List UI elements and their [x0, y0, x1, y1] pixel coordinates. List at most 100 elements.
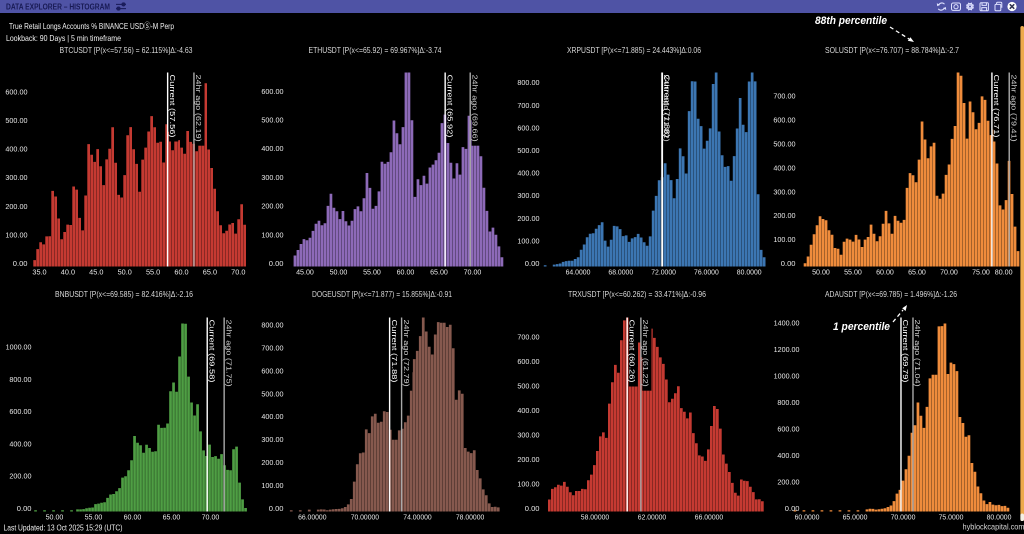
svg-text:SOLUSDT [P(x<=76.707) = 88.784: SOLUSDT [P(x<=76.707) = 88.784%]Δ:-2.7	[825, 46, 959, 55]
svg-text:0.00: 0.00	[13, 261, 28, 268]
svg-text:24hr ago (62.19): 24hr ago (62.19)	[194, 75, 203, 143]
svg-text:200.00: 200.00	[9, 474, 31, 481]
svg-text:Current (71.88): Current (71.88)	[390, 320, 399, 384]
svg-text:72.0000: 72.0000	[651, 270, 676, 277]
svg-text:55.00: 55.00	[844, 270, 862, 277]
svg-text:65.00: 65.00	[163, 515, 181, 522]
svg-text:500.00: 500.00	[5, 118, 27, 125]
svg-text:800.00: 800.00	[777, 400, 799, 407]
svg-text:0.00: 0.00	[269, 506, 284, 513]
svg-text:65.0: 65.0	[203, 270, 217, 277]
svg-text:300.00: 300.00	[517, 193, 539, 200]
svg-text:200.00: 200.00	[777, 480, 799, 487]
svg-text:75.0000: 75.0000	[939, 515, 964, 522]
svg-text:24hr ago (79.41): 24hr ago (79.41)	[1009, 75, 1018, 143]
svg-text:600.00: 600.00	[261, 368, 283, 375]
svg-text:200.00: 200.00	[773, 213, 795, 220]
svg-text:70.0: 70.0	[231, 270, 245, 277]
svg-text:700.00: 700.00	[517, 335, 539, 342]
svg-text:35.0: 35.0	[32, 270, 46, 277]
svg-text:500.00: 500.00	[261, 391, 283, 398]
svg-text:Current (69.58): Current (69.58)	[207, 320, 216, 384]
svg-text:800.00: 800.00	[517, 80, 539, 87]
svg-text:60.0000: 60.0000	[795, 515, 820, 522]
svg-text:800.00: 800.00	[261, 323, 283, 330]
svg-text:300.00: 300.00	[261, 175, 283, 182]
svg-text:700.00: 700.00	[773, 94, 795, 101]
svg-text:400.00: 400.00	[517, 408, 539, 415]
svg-text:24hr ago (61.22): 24hr ago (61.22)	[641, 320, 650, 388]
svg-text:400.00: 400.00	[5, 147, 27, 154]
svg-text:60.00: 60.00	[876, 270, 894, 277]
svg-text:100.00: 100.00	[5, 232, 27, 239]
svg-text:500.00: 500.00	[517, 384, 539, 391]
svg-text:400.00: 400.00	[261, 414, 283, 421]
svg-text:80.00: 80.00	[995, 270, 1013, 277]
svg-text:1000.00: 1000.00	[774, 374, 800, 381]
svg-text:ADAUSDT [P(x<=69.785) = 1.496%: ADAUSDT [P(x<=69.785) = 1.496%]Δ:-1.26	[825, 290, 957, 299]
svg-text:60.00: 60.00	[124, 515, 142, 522]
svg-text:300.00: 300.00	[773, 189, 795, 196]
svg-text:58.00000: 58.00000	[581, 515, 609, 522]
svg-text:Lookback: 90 Days | 5 min time: Lookback: 90 Days | 5 min timeframe	[6, 33, 121, 43]
svg-text:60.00: 60.00	[397, 270, 415, 277]
svg-text:55.0: 55.0	[146, 270, 160, 277]
svg-text:65.0000: 65.0000	[843, 515, 868, 522]
svg-text:400.00: 400.00	[777, 453, 799, 460]
svg-text:62.00000: 62.00000	[638, 515, 666, 522]
svg-text:700.00: 700.00	[517, 103, 539, 110]
svg-text:74.00000: 74.00000	[403, 515, 431, 522]
svg-text:200.00: 200.00	[261, 204, 283, 211]
svg-text:hyblockcapital.com: hyblockcapital.com	[963, 522, 1024, 532]
svg-text:65.00: 65.00	[430, 270, 448, 277]
svg-text:600.00: 600.00	[517, 125, 539, 132]
svg-text:24hr ago (72.79): 24hr ago (72.79)	[402, 320, 411, 388]
svg-text:45.0: 45.0	[89, 270, 103, 277]
svg-text:70.00: 70.00	[202, 515, 220, 522]
svg-text:200.00: 200.00	[517, 457, 539, 464]
svg-text:80.0000: 80.0000	[737, 270, 762, 277]
svg-text:DOGEUSDT [P(x<=71.877) = 15.85: DOGEUSDT [P(x<=71.877) = 15.855%]Δ:-0.91	[312, 290, 452, 299]
svg-text:50.00: 50.00	[812, 270, 830, 277]
svg-text:0.00: 0.00	[525, 506, 540, 513]
svg-text:88th percentile: 88th percentile	[815, 15, 887, 27]
svg-text:Current (76.71): Current (76.71)	[992, 75, 1001, 139]
svg-text:600.00: 600.00	[5, 89, 27, 96]
svg-text:0.00: 0.00	[269, 261, 284, 268]
svg-text:500.00: 500.00	[261, 118, 283, 125]
svg-text:200.00: 200.00	[517, 216, 539, 223]
svg-text:Current (65.92): Current (65.92)	[445, 75, 454, 139]
svg-text:400.00: 400.00	[9, 441, 31, 448]
svg-text:Current (71.88): Current (71.88)	[663, 75, 672, 139]
svg-text:0.00: 0.00	[525, 261, 540, 268]
svg-text:100.00: 100.00	[773, 237, 795, 244]
svg-text:300.00: 300.00	[5, 175, 27, 182]
svg-text:1000.00: 1000.00	[6, 345, 32, 352]
svg-text:100.00: 100.00	[261, 232, 283, 239]
svg-text:1200.00: 1200.00	[774, 347, 800, 354]
svg-text:24hr ago (71.75): 24hr ago (71.75)	[224, 320, 233, 388]
svg-text:Current (57.56): Current (57.56)	[168, 75, 177, 139]
svg-text:True Retail Longs Accounts % B: True Retail Longs Accounts % BINANCE USD…	[9, 21, 174, 31]
svg-text:78.00000: 78.00000	[456, 515, 484, 522]
svg-text:1400.00: 1400.00	[774, 321, 800, 328]
svg-text:24hr ago (71.82): 24hr ago (71.82)	[662, 75, 671, 143]
svg-text:600.00: 600.00	[261, 89, 283, 96]
svg-text:75.00: 75.00	[972, 270, 990, 277]
svg-text:24hr ago (69.66): 24hr ago (69.66)	[470, 75, 479, 143]
svg-text:ETHUSDT [P(x<=65.92) = 69.967%: ETHUSDT [P(x<=65.92) = 69.967%]Δ:-3.74	[309, 46, 442, 55]
svg-text:600.00: 600.00	[517, 359, 539, 366]
svg-text:66.00000: 66.00000	[695, 515, 723, 522]
svg-text:66.00000: 66.00000	[298, 515, 326, 522]
svg-text:50.0: 50.0	[118, 270, 132, 277]
svg-text:65.00: 65.00	[908, 270, 926, 277]
svg-text:500.00: 500.00	[517, 148, 539, 155]
svg-text:50.00: 50.00	[46, 515, 64, 522]
svg-text:Current (69.79): Current (69.79)	[901, 320, 910, 384]
svg-text:200.00: 200.00	[5, 204, 27, 211]
svg-text:600.00: 600.00	[9, 409, 31, 416]
svg-text:70.0000: 70.0000	[891, 515, 916, 522]
svg-text:400.00: 400.00	[773, 165, 795, 172]
svg-text:600.00: 600.00	[777, 427, 799, 434]
svg-text:76.0000: 76.0000	[694, 270, 719, 277]
